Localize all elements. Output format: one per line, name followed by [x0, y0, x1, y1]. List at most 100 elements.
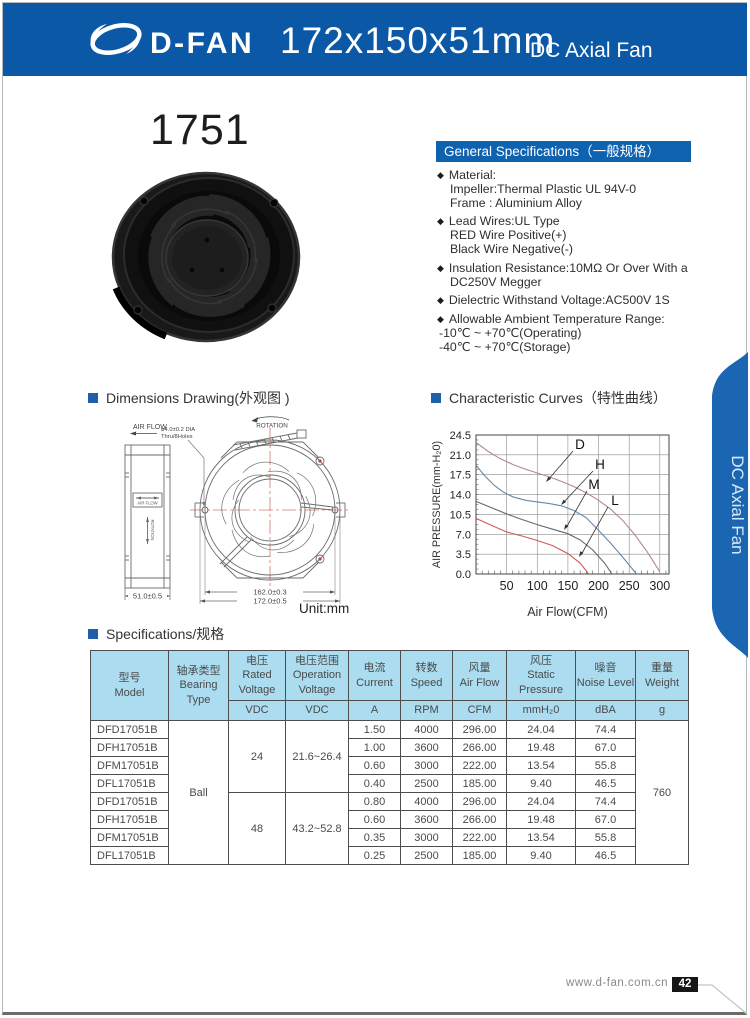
cell-speed: 3000 [400, 828, 453, 847]
col-unit-operation-voltage: VDC [285, 700, 349, 721]
section-bullet-icon [88, 393, 98, 403]
x-tick-label: 150 [557, 579, 578, 593]
cell-noise-level: 74.4 [575, 720, 636, 739]
page-number-badge: 42 [672, 977, 698, 992]
x-tick-label: 250 [619, 579, 640, 593]
spec-line: -40℃ ~ +70℃(Storage) [439, 339, 571, 354]
cell-rated-voltage: 24 [228, 720, 286, 793]
x-tick-label: 100 [527, 579, 548, 593]
col-header-model: 型号 Model [90, 650, 169, 721]
x-tick-label: 200 [588, 579, 609, 593]
cell-noise-level: 46.5 [575, 846, 636, 865]
cell-static-pressure: 13.54 [506, 756, 576, 775]
diamond-bullet-icon: ◆ [437, 295, 444, 306]
section-bullet-icon [88, 629, 98, 639]
specifications-section-title: Specifications/规格 [88, 624, 224, 644]
curve-label-D: D [575, 437, 585, 452]
y-tick-label: 21.0 [450, 450, 471, 462]
cell-static-pressure: 24.04 [506, 720, 576, 739]
col-unit-speed: RPM [400, 700, 453, 721]
cell-air-flow: 222.00 [452, 756, 507, 775]
col-header-current: 电流 Current [348, 650, 401, 701]
website-link[interactable]: www.d-fan.com.cn [566, 977, 668, 989]
general-specs-heading: General Specifications（一般规格） [436, 141, 691, 162]
spec-line: Impeller:Thermal Plastic UL 94V-0 [450, 181, 637, 196]
y-tick-label: 0.0 [456, 569, 471, 581]
cell-operation-voltage: 21.6~26.4 [285, 720, 349, 793]
cell-noise-level: 67.0 [575, 738, 636, 757]
diamond-bullet-icon: ◆ [437, 216, 444, 227]
spec-line: Frame : Aluminium Alloy [450, 195, 582, 210]
col-unit-weight: g [635, 700, 689, 721]
cell-static-pressure: 19.48 [506, 810, 576, 829]
unit-label: Unit:mm [299, 601, 350, 616]
cell-speed: 3000 [400, 756, 453, 775]
cell-model: DFH17051B [90, 810, 169, 829]
cell-model: DFM17051B [90, 828, 169, 847]
page-title: 172x150x51mm [280, 20, 556, 61]
characteristic-curves-chart: 0.0 3.5 7.0 10.5 14.0 17.5 21.0 24.5 50 100 150 200… [431, 430, 670, 619]
table-row: DFH17051B 0.60 3600 266.00 19.48 67.0 [90, 810, 689, 829]
cell-current: 0.80 [348, 792, 401, 811]
side-tab-dc-axial-fan[interactable]: DC Axial Fan [702, 350, 748, 662]
cell-bearing-type: Ball [168, 720, 229, 865]
col-unit-rated-voltage: VDC [228, 700, 286, 721]
col-header-bearing: 轴承类型 Bearing Type [168, 650, 229, 721]
table-row: DFL17051B 0.25 2500 185.00 9.40 46.5 [90, 846, 689, 865]
depth-dimension: 51.0±0.5 [133, 592, 162, 601]
cell-air-flow: 185.00 [452, 846, 507, 865]
cell-speed: 2500 [400, 846, 453, 865]
diamond-bullet-icon: ◆ [437, 170, 444, 180]
col-header-operation-voltage: 电压范围 Operation Voltage [285, 650, 349, 701]
width-dimension: 172.0±0.5 [253, 597, 286, 606]
cell-current: 1.00 [348, 738, 401, 757]
cell-model: DFM17051B [90, 756, 169, 775]
y-tick-label: 7.0 [456, 529, 471, 541]
cell-current: 0.60 [348, 810, 401, 829]
rotation-label: ROTATION [256, 423, 288, 430]
cell-current: 0.60 [348, 756, 401, 775]
cell-noise-level: 55.8 [575, 828, 636, 847]
cell-noise-level: 74.4 [575, 792, 636, 811]
header-bar: D-FAN 172x150x51mm DC Axial Fan [3, 3, 747, 76]
spec-item: ◆ Allowable Ambient Temperature Range: -10… [437, 312, 705, 354]
cell-model: DFL17051B [90, 846, 169, 865]
dimensions-section-title: Dimensions Drawing(外观图 ) [88, 388, 290, 408]
spec-line: ◆ Lead Wires:UL Type [437, 214, 560, 229]
curves-section-title: Characteristic Curves（特性曲线） [431, 388, 667, 408]
spec-line: RED Wire Positive(+) [450, 228, 567, 243]
cell-current: 0.40 [348, 774, 401, 793]
cell-speed: 3600 [400, 738, 453, 757]
table-row: DFH17051B 1.00 3600 266.00 19.48 67.0 [90, 738, 689, 757]
cell-air-flow: 266.00 [452, 738, 507, 757]
cell-current: 1.50 [348, 720, 401, 739]
section-bullet-icon [431, 393, 441, 403]
col-header-noise-level: 噪音 Noise Level [575, 650, 636, 701]
spec-line: DC250V Megger [450, 274, 542, 289]
col-header-speed: 转数 Speed [400, 650, 453, 701]
cell-weight: 760 [635, 720, 689, 865]
col-unit-current: A [348, 700, 401, 721]
cell-static-pressure: 19.48 [506, 738, 576, 757]
bolt-pitch-dimension: 162.0±0.3 [253, 588, 286, 597]
general-specs-list: ◆ Material: Impeller:Thermal Plastic UL 94… [437, 168, 705, 360]
table-row: DFM17051B 0.60 3000 222.00 13.54 55.8 [90, 756, 689, 775]
side-tab-label: DC Axial Fan [728, 455, 747, 554]
spec-line: ◆ Insulation Resistance:10MΩ Or Over With… [437, 260, 688, 275]
spec-line: -10℃ ~ +70℃(Operating) [439, 325, 582, 340]
dfan-logo-icon [90, 23, 142, 55]
x-axis-title: Air Flow(CFM) [527, 605, 608, 619]
cell-model: DFH17051B [90, 738, 169, 757]
y-axis-title: AIR PRESSURE(mm-H₂0) [431, 441, 443, 568]
col-unit-static-pressure: mmH₂0 [506, 700, 576, 721]
brand-name: D-FAN [150, 27, 255, 60]
cell-speed: 4000 [400, 720, 453, 739]
curve-L [475, 517, 590, 575]
cell-noise-level: 67.0 [575, 810, 636, 829]
y-tick-label: 3.5 [456, 549, 471, 561]
airflow-label: AIR FLOW [133, 424, 167, 431]
y-tick-label: 17.5 [450, 470, 471, 482]
x-tick-label: 50 [500, 579, 514, 593]
diamond-bullet-icon: ◆ [437, 262, 444, 273]
cell-air-flow: 296.00 [452, 720, 507, 739]
